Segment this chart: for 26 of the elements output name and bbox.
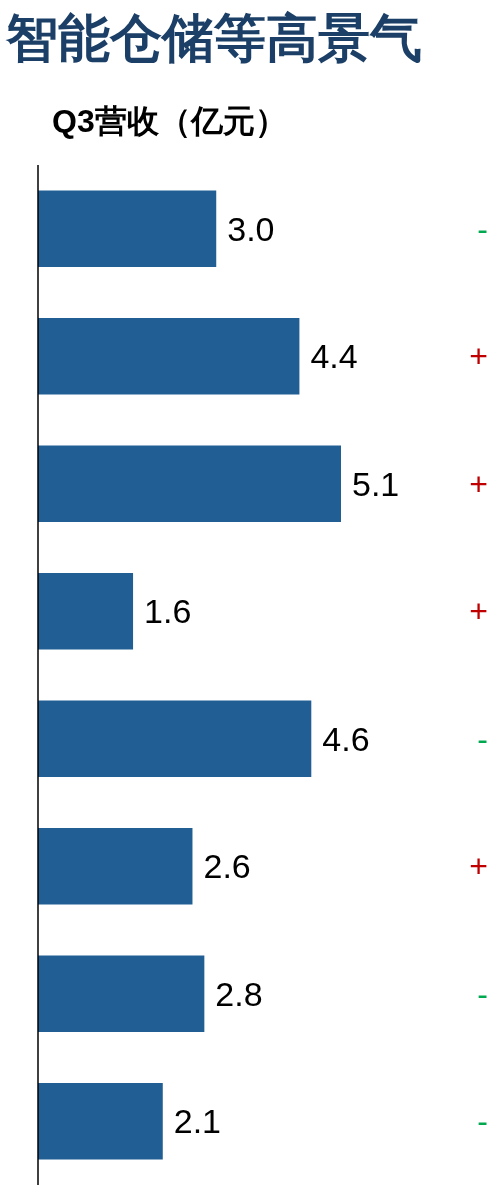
- data-label: 2.6: [203, 847, 251, 886]
- data-label: 1.6: [144, 592, 192, 631]
- bar: [38, 190, 217, 267]
- bar: [38, 1083, 163, 1160]
- bar: [38, 573, 134, 650]
- bar: [38, 700, 312, 777]
- text: +: [469, 338, 488, 375]
- text: -: [477, 1103, 488, 1140]
- data-label: 5.1: [352, 464, 400, 503]
- data-label: 2.1: [173, 1102, 222, 1141]
- data-label: 2.8: [215, 974, 263, 1013]
- bar: [38, 318, 300, 395]
- text: -: [477, 720, 488, 757]
- bar: [38, 955, 205, 1032]
- data-label: 3.0: [227, 209, 275, 248]
- data-label: 4.4: [310, 337, 358, 376]
- chart-title: 智能仓储等高景气: [5, 9, 422, 67]
- text: -: [477, 210, 488, 247]
- chart-subtitle: Q3营收（亿元）: [52, 103, 287, 139]
- data-label: 4.6: [322, 719, 370, 758]
- text: +: [469, 593, 488, 630]
- text: -: [477, 975, 488, 1012]
- text: +: [469, 465, 488, 502]
- text: +: [469, 848, 488, 885]
- bar: [38, 445, 341, 522]
- bar: [38, 828, 193, 905]
